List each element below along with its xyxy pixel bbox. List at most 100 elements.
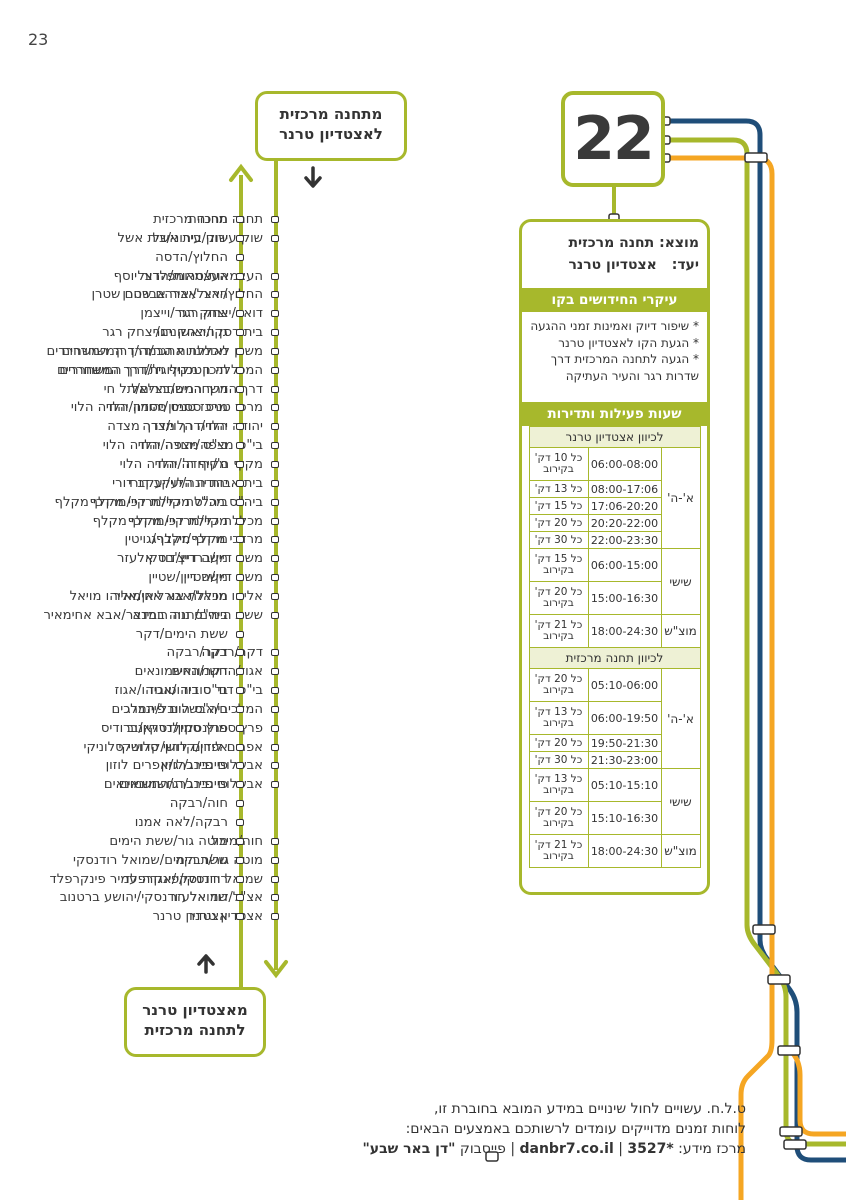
- schedule-direction-row: לכיוון תחנה מרכזית: [528, 647, 701, 669]
- footer-notice: ט.ל.ח. עשויים לחול שינויים במידע המובא ב…: [362, 1099, 746, 1159]
- schedule-frequency: כל 13 דק' בקירוב: [528, 701, 589, 735]
- stop-marker-icon: [236, 592, 244, 600]
- schedule-time: 06:00-19:50: [587, 701, 662, 735]
- schedule-row: 17:06-20:20 כל 15 דק': [528, 497, 700, 515]
- stop-row: יצחק רגר/וייצמן: [43, 305, 244, 324]
- stop-name: אפרים לוזון/קדושי סלוניקי: [118, 739, 263, 755]
- stop-name: משכן לאומנויות הבמה/דרך המשחררים: [46, 343, 264, 359]
- stop-name: מקיף ה'/יהודה הלוי: [119, 456, 228, 472]
- stop-row: בית אבות יונה/יעקב דורי: [47, 475, 279, 494]
- stop-row: ביה"ס מכללת קיי/מרדכי מקלף: [43, 494, 244, 513]
- stop-marker-icon: [236, 724, 244, 732]
- stop-row: דקר/החשמונאים: [43, 663, 244, 682]
- schedule-day: א'-ה': [660, 668, 701, 769]
- stop-row: פרץ סמולנסקין/דרויאנוב: [47, 720, 279, 739]
- schedule-frequency: כל 13 דק': [528, 480, 589, 498]
- stop-row: החלוץ/יאיר אברהם שטרן: [47, 286, 279, 305]
- stops-to-stadium-list: תחנה מרכזית שוק עירוני/בית אשל העצמאות/טרו…: [46, 211, 279, 927]
- news-list: * שיפור דיוק ואמינות זמני ההגעה * הגעת הק…: [522, 312, 707, 402]
- schedule-time: 08:00-17:06: [587, 480, 662, 498]
- stop-marker-icon: [271, 724, 279, 732]
- stop-marker-icon: [236, 404, 244, 412]
- header-line2: לתחנה מרכזית: [144, 1021, 246, 1039]
- stop-name: תחנה מרכזית: [153, 212, 228, 227]
- schedule-day: מוצ"ש: [660, 834, 701, 868]
- stop-marker-icon: [236, 498, 244, 506]
- stop-name: מרכז טניס ססמון/יהודה הלוי: [70, 400, 228, 416]
- stop-marker-icon: [271, 536, 279, 544]
- stop-marker-icon: [236, 913, 244, 921]
- schedule-frequency: כל 21 דק' בקירוב: [528, 614, 589, 648]
- stop-marker-icon: [271, 837, 279, 845]
- schedule-row: 15:10-16:30 כל 20 דק' בקירוב: [528, 801, 700, 835]
- stop-marker-icon: [271, 404, 279, 412]
- stop-row: ששת הימים/שמואל רודנסקי: [43, 852, 244, 871]
- stop-row: אבשלום פיינברג/אפרים לוזון: [47, 757, 279, 776]
- schedule-time: 05:10-15:10: [587, 768, 662, 802]
- stop-row: שוק עירוני/בית אשל: [43, 230, 244, 249]
- stop-marker-icon: [271, 216, 279, 223]
- stop-name: אבשלום פיינברג/החשמונאים: [103, 777, 263, 793]
- schedule-time: 15:00-16:30: [587, 581, 662, 615]
- stop-marker-icon: [271, 234, 279, 242]
- stop-name: משה דיין/ברדיצ'בסקי: [145, 551, 263, 567]
- stop-marker-icon: [271, 460, 279, 468]
- schedule-row: 22:00-23:30 כל 30 דק': [528, 531, 700, 549]
- schedule-direction: לכיוון אצטדיון טרנר: [528, 426, 701, 448]
- stop-marker-icon: [271, 762, 279, 770]
- stop-marker-icon: [271, 442, 279, 450]
- schedule-frequency: כל 20 דק' בקירוב: [528, 801, 589, 835]
- stop-row: מכללת אורליאן/אליהו מויאל: [43, 588, 244, 607]
- news-item: * הגעת הקו לאצטדיון טרנר: [558, 335, 699, 350]
- stop-name: פרץ סמולנסקין/דרויאנוב: [126, 720, 263, 736]
- stop-row: החלוץ/הדסה: [43, 249, 244, 268]
- schedule-frequency: כל 30 דק': [528, 531, 589, 549]
- stop-name: המכללה הטכנולוגית/דרך המשחררים: [57, 362, 263, 378]
- stop-row: אצטדיון טרנר: [47, 908, 279, 927]
- news-title: עיקרי החידושים בקו: [522, 288, 707, 312]
- stop-name: שמואל רודנסקי/יהושע ברטנוב: [59, 890, 228, 906]
- page-number: 23: [28, 30, 49, 49]
- stop-row: מרדכי מקלף/זילברג: [47, 531, 279, 550]
- stop-name: רבקה/לאה אמנו: [134, 815, 228, 830]
- stop-row: מכללת קיי/מרדכי מקלף: [47, 513, 279, 532]
- stop-marker-icon: [271, 291, 279, 299]
- info-phone[interactable]: 3527*: [627, 1141, 674, 1157]
- stop-row: אגוז/החשמונאים: [47, 663, 279, 682]
- stop-name: משה דיין/שטיין: [148, 570, 228, 586]
- stop-row: בי"ס מצפה/יהודה הלוי: [43, 437, 244, 456]
- schedule-row: 15:00-16:30 כל 20 דק' בקירוב: [528, 581, 700, 615]
- stop-marker-icon: [236, 611, 244, 619]
- stop-row: שוק עירוני/בית אשל: [47, 230, 279, 249]
- schedule-time: 21:30-23:00: [587, 751, 662, 769]
- schedule-time: 20:20-22:00: [587, 514, 662, 532]
- stop-row: בית רסקו/יצחק רגר: [47, 324, 279, 343]
- schedule-time: 06:00-08:00: [587, 447, 662, 481]
- stop-row: ביה"ס נווה במדבר/אבא אחימאיר: [43, 607, 244, 626]
- stop-row: יהודה הלוי/יעקב דורי: [43, 475, 244, 494]
- schedule-frequency: כל 21 דק' בקירוב: [528, 834, 589, 868]
- stop-name: תחנה מרכזית: [188, 212, 263, 227]
- stop-row: משכן לאומנויות הבמה/דרך המשחררים: [46, 343, 279, 362]
- website-link[interactable]: danbr7.co.il: [519, 1141, 614, 1157]
- schedule-table: לכיוון אצטדיון טרנר א'-ה' 06:00-08:00 כל 10…: [528, 426, 701, 868]
- stop-name: ששת הימים/חנה רובינא: [132, 607, 263, 623]
- stop-row: העצמאות/טרומפלדור יוסף: [47, 268, 279, 287]
- schedule-frequency: כל 15 דק' בקירוב: [528, 548, 589, 582]
- stop-row: מוטה גור/ששת הימים: [43, 833, 244, 852]
- stop-row: פרץ סמולנסקין/ברודיס: [43, 720, 244, 739]
- stop-marker-icon: [236, 310, 244, 318]
- schedule-row: שישי 06:00-15:00 כל 15 דק' בקירוב: [528, 548, 701, 615]
- stop-name: בי"ס מצפה/יהודה הלוי: [137, 438, 263, 454]
- stop-row: רודנסקי/פינקרפלד: [43, 871, 244, 890]
- schedule-time: 17:06-20:20: [587, 497, 662, 515]
- facebook-name[interactable]: "דן באר שבע": [362, 1141, 456, 1157]
- stop-name: המלכים/אבשלום פיינברג: [125, 701, 263, 717]
- header-line2: לאצטדיון טרנר: [279, 125, 383, 143]
- schedule-day: שישי: [660, 768, 701, 835]
- header-line1: מאצטדיון טרנר: [142, 1001, 248, 1019]
- stop-row: גן הראשונים/יצחק רגר: [43, 324, 244, 343]
- stop-marker-icon: [236, 743, 244, 751]
- stop-name: מקיף ה'/יהודה הלוי: [154, 456, 263, 472]
- schedule-frequency: כל 15 דק': [528, 497, 589, 515]
